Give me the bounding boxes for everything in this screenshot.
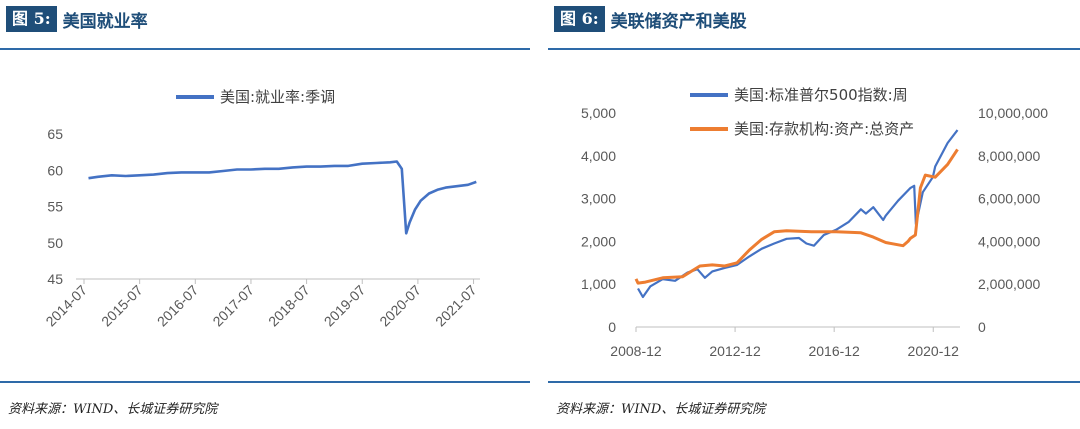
x-tick-label: 2019-07 — [321, 282, 369, 330]
series-line-fed-assets — [634, 148, 959, 285]
x-tick-label: 2018-07 — [265, 282, 313, 330]
y-left-tick-label: 1,000 — [581, 276, 616, 292]
figure-6-bottom-rule — [548, 381, 1080, 383]
x-tick-label: 2021-07 — [432, 282, 480, 330]
series-line-employment — [88, 160, 477, 235]
figure-5-header: 图 5: 美国就业率 — [6, 6, 148, 32]
figure-6-panel: 图 6: 美联储资产和美股 美国:标准普尔500指数:周 美国:存款机构:资产:总… — [548, 0, 1080, 429]
y-tick-label: 50 — [47, 235, 63, 251]
y-right-tick-label: 6,000,000 — [978, 191, 1040, 207]
x-tick-label: 2014-07 — [42, 282, 90, 330]
y-tick-label: 65 — [47, 126, 63, 142]
y-left-tick-label: 2,000 — [581, 233, 616, 249]
employment-rate-chart: 美国:就业率:季调 45 50 55 60 65 2014-07 2015-07 2016-07… — [42, 88, 480, 330]
figure-5-bottom-rule — [0, 381, 530, 383]
x-tick-label: 2020-07 — [376, 282, 424, 330]
figure-5-panel: 图 5: 美国就业率 美国:就业率:季调 45 50 55 60 65 2014-07 201… — [0, 0, 535, 429]
y-right-tick-label: 0 — [978, 319, 986, 335]
legend-label-employment: 美国:就业率:季调 — [220, 88, 335, 106]
y-left-tick-label: 4,000 — [581, 148, 616, 164]
fed-assets-sp500-chart: 美国:标准普尔500指数:周美国:存款机构:资产:总资产 0 1,000 2,000 3… — [581, 86, 1048, 359]
figure-6-title: 美联储资产和美股 — [610, 11, 747, 32]
y-left-tick-label: 0 — [608, 319, 616, 335]
y-tick-label: 45 — [47, 271, 63, 287]
y-left-tick-label: 3,000 — [581, 191, 616, 207]
x-tick-label: 2017-07 — [209, 282, 257, 330]
y-tick-label: 60 — [47, 162, 63, 178]
figure-5-top-rule — [0, 48, 530, 50]
figure-5-title: 美国就业率 — [62, 11, 148, 32]
x-tick-label: 2016-07 — [154, 282, 202, 330]
y-right-tick-label: 2,000,000 — [978, 276, 1040, 292]
y-right-tick-label: 8,000,000 — [978, 148, 1040, 164]
legend-label-sp500: 美国:标准普尔500指数:周 — [734, 86, 908, 104]
y-right-tick-label: 4,000,000 — [978, 233, 1040, 249]
x-tick-label: 2015-07 — [98, 282, 146, 330]
x-tick-label: 2008-12 — [610, 343, 662, 359]
figure-5-source: 资料来源：WIND、长城证券研究院 — [8, 402, 218, 417]
series-line-sp500 — [637, 129, 959, 299]
y-tick-label: 55 — [47, 199, 63, 215]
figure-6-header: 图 6: 美联储资产和美股 — [554, 6, 747, 32]
figure-6-label: 图 6: — [554, 6, 605, 32]
y-left-tick-label: 5,000 — [581, 105, 616, 121]
figure-5-label: 图 5: — [6, 6, 57, 32]
x-tick-label: 2020-12 — [908, 343, 960, 359]
figure-6-source: 资料来源：WIND、长城证券研究院 — [556, 402, 766, 417]
x-tick-label: 2016-12 — [808, 343, 860, 359]
y-right-tick-label: 10,000,000 — [978, 105, 1048, 121]
legend-label-fed-assets: 美国:存款机构:资产:总资产 — [734, 120, 914, 138]
figure-6-top-rule — [548, 48, 1080, 50]
x-tick-label: 2012-12 — [709, 343, 761, 359]
